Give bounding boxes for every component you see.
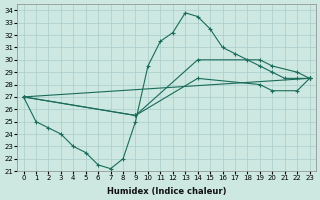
X-axis label: Humidex (Indice chaleur): Humidex (Indice chaleur) — [107, 187, 226, 196]
